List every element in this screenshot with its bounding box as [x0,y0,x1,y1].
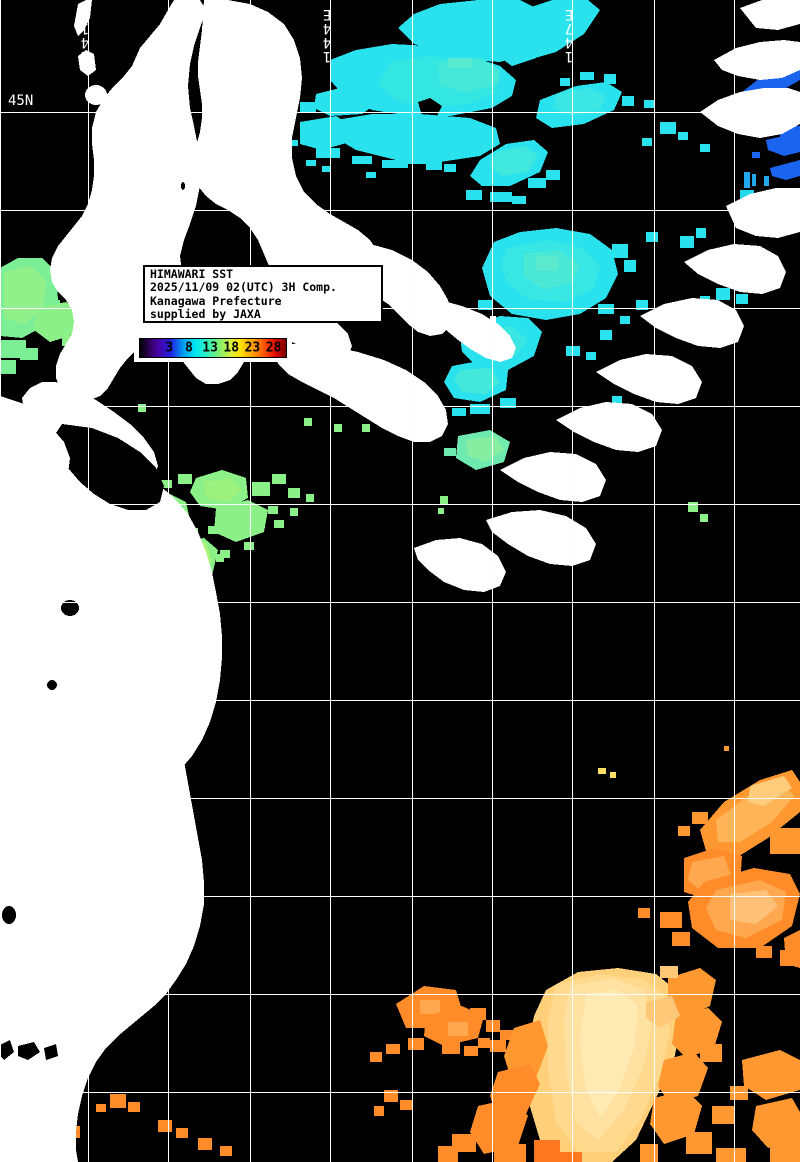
product-datetime: 2025/11/09 02(UTC) 3H Comp. [150,280,337,295]
land-lake-spot [61,600,79,616]
land-etorofu [486,510,596,566]
colorbar-tick-3: 3 [165,340,174,356]
land-kunashiri [414,538,506,592]
lon-label-144e: 144E [319,8,335,64]
product-title: HIMAWARI SST [150,267,234,281]
land-sakhalin [74,0,92,36]
colorbar-tick-8: 8 [184,340,193,356]
land-hokkaido [50,0,352,400]
lon-label-141e: 141E [77,8,93,64]
colorbar-tick-23: 23 [244,340,261,356]
land-rishiri [85,85,107,105]
colorbar-gradient: 3 8 13 18 23 28 [139,338,287,358]
colorbar-tick-18: 18 [223,340,240,356]
lat-label-45n: 45N [8,93,34,109]
product-credit: supplied by JAXA [150,307,261,322]
sst-colorbar: 3 8 13 18 23 28 [134,334,292,362]
product-info-box: HIMAWARI SST 2025/11/09 02(UTC) 3H Comp.… [143,265,383,323]
product-region: Kanagawa Prefecture [150,293,282,308]
sst-region-okhotsk-cold-pool [290,0,548,178]
colorbar-tick-13: 13 [202,340,218,356]
sst-region-kuril-chain-water [444,0,748,522]
lon-label-147e: 147E [561,8,577,64]
colorbar-tick-28: 28 [265,340,282,356]
sst-region-kuroshio-warm-plume [438,966,800,1162]
